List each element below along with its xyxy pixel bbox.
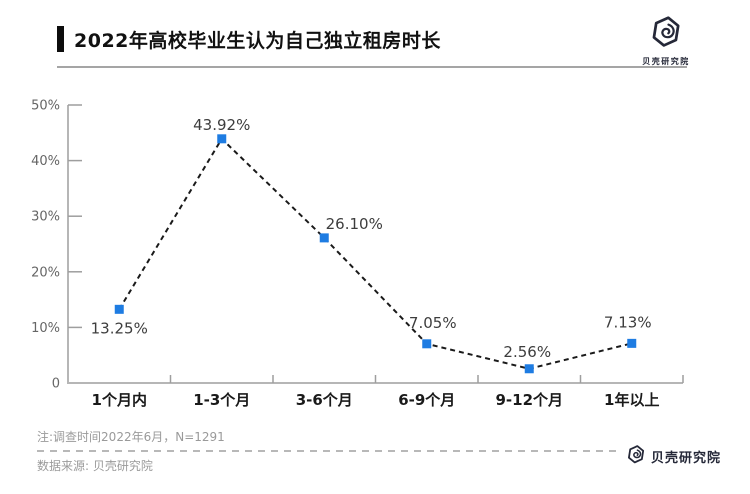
brand-logo-bottom-label: 贝壳研究院 bbox=[651, 451, 722, 466]
x-axis-category-label: 3-6个月 bbox=[296, 391, 353, 409]
survey-note: 注:调查时间2022年6月，N=1291 bbox=[37, 430, 225, 444]
title-accent-bar bbox=[57, 26, 64, 52]
footer-divider bbox=[37, 450, 620, 452]
x-axis-category-label: 6-9个月 bbox=[398, 391, 455, 409]
data-point-label: 26.10% bbox=[326, 215, 383, 233]
data-point-label: 7.13% bbox=[604, 313, 652, 331]
x-axis-category-label: 1个月内 bbox=[92, 391, 147, 409]
data-point-label: 2.56% bbox=[503, 343, 551, 361]
y-axis-tick-label: 50% bbox=[31, 99, 60, 114]
x-axis-category-label: 9-12个月 bbox=[495, 391, 563, 409]
data-point-marker bbox=[217, 134, 227, 144]
brand-logo-top-label: 贝壳研究院 bbox=[642, 57, 690, 66]
y-axis-tick-label: 0 bbox=[52, 377, 60, 392]
data-line bbox=[118, 137, 632, 370]
data-point-label: 43.92% bbox=[193, 116, 250, 134]
brand-logo-bottom: 贝壳研究院 bbox=[626, 444, 721, 469]
data-point-label: 7.05% bbox=[409, 314, 457, 332]
page-title: 2022年高校毕业生认为自己独立租房时长 bbox=[74, 30, 441, 52]
data-point-marker bbox=[114, 304, 124, 314]
data-point-marker bbox=[422, 339, 432, 349]
data-point-marker bbox=[524, 364, 534, 374]
data-point-marker bbox=[627, 338, 637, 348]
x-axis-category-label: 1年以上 bbox=[604, 391, 659, 409]
beike-shell-icon bbox=[649, 14, 683, 54]
y-axis-tick-label: 10% bbox=[31, 321, 60, 336]
data-point-label: 13.25% bbox=[91, 319, 148, 337]
header-divider bbox=[57, 66, 687, 68]
y-axis-tick-label: 30% bbox=[31, 210, 60, 225]
y-axis-tick-label: 20% bbox=[31, 265, 60, 280]
brand-logo-top: 贝壳研究院 bbox=[636, 14, 696, 67]
data-point-marker bbox=[319, 233, 329, 243]
x-axis-category-label: 1-3个月 bbox=[193, 391, 250, 409]
y-axis-tick-label: 40% bbox=[31, 154, 60, 169]
data-source: 数据来源: 贝壳研究院 bbox=[37, 459, 153, 473]
beike-shell-icon bbox=[626, 444, 646, 469]
